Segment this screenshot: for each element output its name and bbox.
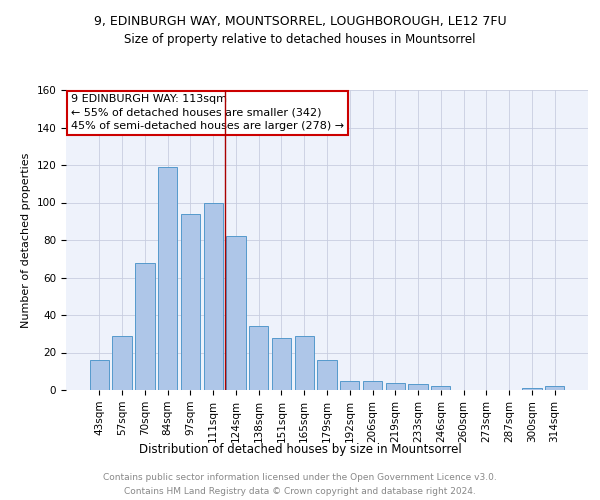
Bar [431, 386, 451, 390]
Bar [112, 336, 132, 390]
Bar [181, 214, 200, 390]
Bar [340, 380, 359, 390]
Bar [90, 360, 109, 390]
Bar [386, 382, 405, 390]
Y-axis label: Number of detached properties: Number of detached properties [21, 152, 31, 328]
Bar [135, 262, 155, 390]
Bar [409, 384, 428, 390]
Text: 9, EDINBURGH WAY, MOUNTSORREL, LOUGHBOROUGH, LE12 7FU: 9, EDINBURGH WAY, MOUNTSORREL, LOUGHBORO… [94, 15, 506, 28]
Bar [295, 336, 314, 390]
Bar [363, 380, 382, 390]
Bar [317, 360, 337, 390]
Bar [226, 236, 245, 390]
Bar [249, 326, 268, 390]
Bar [545, 386, 564, 390]
Text: 9 EDINBURGH WAY: 113sqm
← 55% of detached houses are smaller (342)
45% of semi-d: 9 EDINBURGH WAY: 113sqm ← 55% of detache… [71, 94, 344, 131]
Bar [522, 388, 542, 390]
Bar [158, 167, 178, 390]
Text: Size of property relative to detached houses in Mountsorrel: Size of property relative to detached ho… [124, 32, 476, 46]
Text: Contains public sector information licensed under the Open Government Licence v3: Contains public sector information licen… [103, 472, 497, 482]
Text: Distribution of detached houses by size in Mountsorrel: Distribution of detached houses by size … [139, 442, 461, 456]
Text: Contains HM Land Registry data © Crown copyright and database right 2024.: Contains HM Land Registry data © Crown c… [124, 488, 476, 496]
Bar [272, 338, 291, 390]
Bar [203, 202, 223, 390]
